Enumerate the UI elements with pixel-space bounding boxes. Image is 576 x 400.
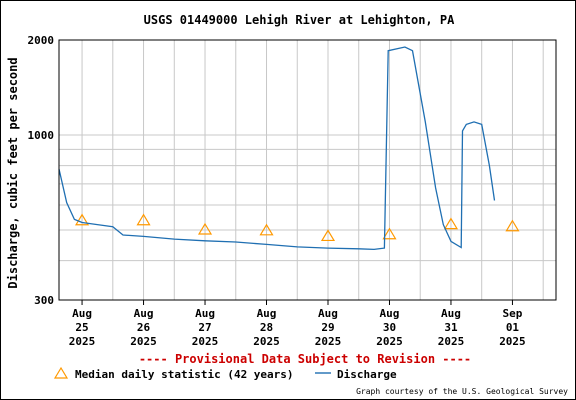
- median-triangle-marker: [136, 213, 151, 226]
- x-tick-label: 2025: [130, 335, 157, 348]
- legend-discharge-label: Discharge: [337, 368, 397, 381]
- median-triangle-marker: [382, 227, 397, 240]
- x-tick-label: Aug: [195, 307, 215, 320]
- x-tick-label: 31: [444, 321, 458, 334]
- grid: [59, 40, 556, 300]
- median-triangle-marker: [505, 219, 520, 232]
- x-tick-label: 2025: [253, 335, 280, 348]
- x-tick-label: Aug: [134, 307, 154, 320]
- x-tick-label: 29: [321, 321, 334, 334]
- series-layer: [58, 46, 520, 251]
- x-tick-label: 28: [260, 321, 273, 334]
- provisional-notice: ---- Provisional Data Subject to Revisio…: [139, 352, 471, 366]
- x-tick-label: Aug: [380, 307, 400, 320]
- x-tick-label: Aug: [441, 307, 461, 320]
- y-axis-label: Discharge, cubic feet per second: [6, 57, 20, 288]
- x-tick-label: 2025: [192, 335, 219, 348]
- chart-title: USGS 01449000 Lehigh River at Lehighton,…: [144, 13, 455, 27]
- median-triangle-marker: [259, 223, 274, 236]
- y-axis-ticks: 300 1000 2000: [28, 34, 55, 307]
- legend-triangle-icon: [53, 366, 69, 379]
- discharge-line: [58, 46, 496, 251]
- median-triangle-marker: [443, 217, 459, 230]
- x-tick-label: 01: [506, 321, 520, 334]
- x-tick-label: Sep: [503, 307, 523, 320]
- x-tick-label: 2025: [499, 335, 526, 348]
- x-tick-label: 2025: [69, 335, 96, 348]
- x-tick-label: 2025: [315, 335, 342, 348]
- plot-area-border: [58, 39, 557, 301]
- x-axis-ticks: Aug252025Aug262025Aug272025Aug282025Aug2…: [69, 300, 526, 348]
- median-triangle-marker: [197, 222, 213, 235]
- x-tick-label: 2025: [438, 335, 465, 348]
- x-tick-label: 26: [137, 321, 151, 334]
- x-tick-label: Aug: [257, 307, 277, 320]
- x-tick-label: 25: [75, 321, 88, 334]
- credit-text: Graph courtesy of the U.S. Geological Su…: [356, 387, 568, 396]
- median-triangle-marker: [74, 213, 90, 226]
- legend: Median daily statistic (42 years) Discha…: [53, 366, 397, 381]
- x-tick-label: 27: [198, 321, 211, 334]
- legend-median-label: Median daily statistic (42 years): [75, 368, 294, 381]
- x-tick-label: 2025: [376, 335, 403, 348]
- y-tick-label: 1000: [28, 129, 55, 142]
- x-tick-label: 30: [383, 321, 396, 334]
- median-triangle-marker: [320, 229, 336, 242]
- x-tick-label: Aug: [72, 307, 92, 320]
- x-tick-label: Aug: [318, 307, 338, 320]
- y-tick-label: 2000: [28, 34, 55, 47]
- y-tick-label: 300: [34, 294, 54, 307]
